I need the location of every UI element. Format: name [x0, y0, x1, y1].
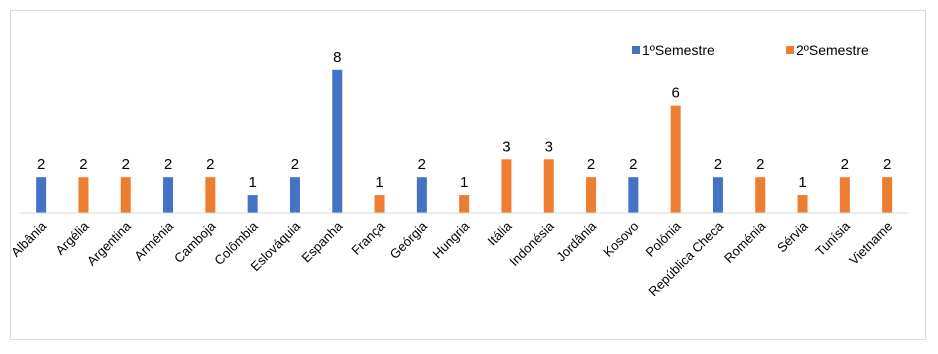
data-label-polonia: 6: [671, 85, 679, 102]
legend-label-2-semestre: 2ºSemestre: [796, 42, 869, 58]
data-label-tunisia: 2: [841, 156, 849, 173]
bar-argelia-series-2: [78, 177, 89, 213]
category-label-kosovo: Kosovo: [600, 219, 641, 260]
bar-romenia-series-2: [755, 177, 766, 213]
category-label-georgia: Geórgia: [387, 218, 431, 262]
bar-eslovaquia-series-1: [289, 177, 300, 213]
data-label-indonesia: 3: [545, 138, 553, 155]
bar-polonia-series-2: [670, 105, 681, 213]
category-label-polonia: Polónia: [642, 218, 684, 260]
chart-frame: [10, 10, 926, 340]
bar-kosovo-series-1: [628, 177, 639, 213]
data-label-argentina: 2: [122, 156, 130, 173]
category-label-indonesia: Indonésia: [506, 218, 557, 269]
legend: 1ºSemestre 2ºSemestre: [632, 42, 869, 58]
category-label-hungria: Hungria: [429, 218, 472, 261]
data-label-romenia: 2: [756, 156, 764, 173]
data-labels-layer: 2 2 2 2 2 1 2 8 1 2 1 3 3 2 2 6 2 2 1 2 2: [37, 49, 891, 191]
data-label-camboja: 2: [206, 156, 214, 173]
category-label-republica-checa: República Checa: [645, 218, 726, 299]
bar-republica-checa-series-1: [712, 177, 723, 213]
bars-layer: [36, 69, 893, 213]
category-label-vietname: Vietname: [846, 219, 895, 268]
bar-georgia-series-1: [416, 177, 427, 213]
data-label-italia: 3: [502, 138, 510, 155]
legend-swatch-2-semestre: [786, 46, 794, 54]
bar-tunisia-series-2: [839, 177, 850, 213]
data-label-jordania: 2: [587, 156, 595, 173]
legend-label-1-semestre: 1ºSemestre: [642, 42, 715, 58]
category-label-argelia: Argélia: [52, 218, 92, 258]
data-label-eslovaquia: 2: [291, 156, 299, 173]
category-label-servia: Sérvia: [774, 218, 811, 255]
data-label-georgia: 2: [418, 156, 426, 173]
bar-hungria-series-2: [459, 195, 470, 213]
category-label-italia: Itália: [485, 218, 516, 249]
data-label-espanha: 8: [333, 49, 341, 66]
bar-albania-series-1: [36, 177, 47, 213]
data-label-armenia: 2: [164, 156, 172, 173]
data-label-franca: 1: [375, 174, 383, 191]
bar-camboja-series-2: [205, 177, 216, 213]
category-label-jordania: Jordânia: [553, 218, 599, 264]
bar-jordania-series-2: [586, 177, 597, 213]
data-label-servia: 1: [798, 174, 806, 191]
bar-indonesia-series-2: [543, 159, 554, 213]
category-label-albania: Albânia: [8, 218, 50, 260]
data-label-republica-checa: 2: [714, 156, 722, 173]
bar-vietname-series-2: [882, 177, 893, 213]
category-label-espanha: Espanha: [298, 218, 345, 265]
data-label-kosovo: 2: [629, 156, 637, 173]
bar-colombia-series-1: [247, 195, 258, 213]
bar-armenia-series-1: [163, 177, 174, 213]
data-label-argelia: 2: [79, 156, 87, 173]
category-label-tunisia: Tunísia: [813, 218, 854, 259]
data-label-vietname: 2: [883, 156, 891, 173]
bar-italia-series-2: [501, 159, 512, 213]
category-label-franca: França: [348, 218, 388, 258]
bar-argentina-series-2: [120, 177, 131, 213]
data-label-albania: 2: [37, 156, 45, 173]
category-labels-layer: Albânia ArgéliaArgentinaArméniaCambojaCol…: [8, 218, 895, 299]
bar-franca-series-2: [374, 195, 385, 213]
category-label-romenia: Roménia: [721, 218, 769, 266]
bar-servia-series-2: [797, 195, 808, 213]
data-label-hungria: 1: [460, 174, 468, 191]
data-label-colombia: 1: [248, 174, 256, 191]
category-label-argentina: Argentina: [84, 218, 135, 269]
category-label-armenia: Arménia: [131, 218, 176, 263]
bar-espanha-series-1: [332, 69, 343, 213]
legend-swatch-1-semestre: [632, 46, 640, 54]
